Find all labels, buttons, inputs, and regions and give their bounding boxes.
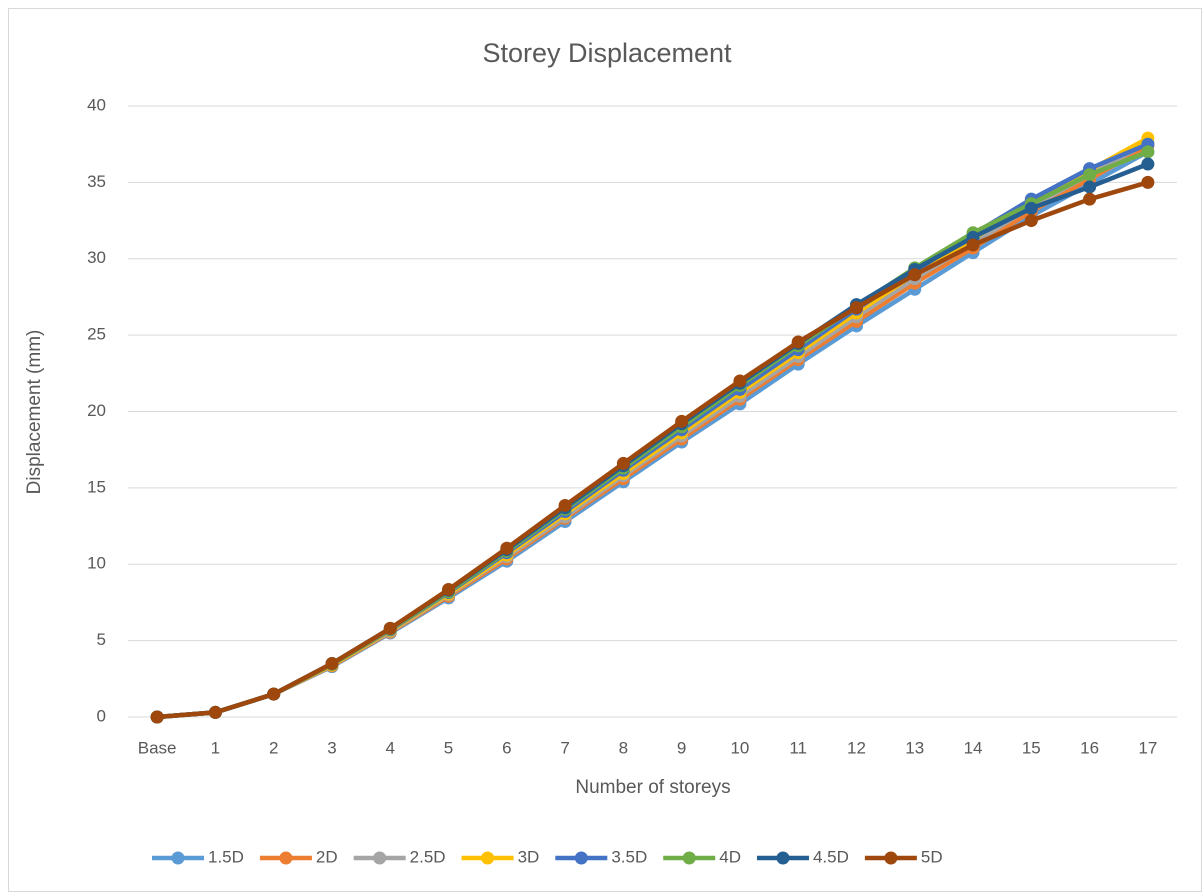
data-point — [1024, 201, 1038, 215]
data-point — [675, 414, 689, 428]
y-tick-label: 30 — [87, 248, 106, 267]
y-tick-label: 15 — [87, 477, 106, 496]
data-point — [267, 687, 281, 701]
legend-item: 4D — [663, 847, 741, 866]
data-point — [1141, 157, 1155, 171]
y-axis-label: Displacement (mm) — [24, 330, 45, 495]
y-tick-label: 5 — [97, 630, 106, 649]
legend-label: 3D — [518, 847, 540, 866]
x-tick-label: 10 — [730, 738, 749, 757]
x-tick-label: 12 — [847, 738, 866, 757]
legend-marker — [884, 851, 898, 865]
x-tick-label: 8 — [619, 738, 628, 757]
legend-item: 2.5D — [353, 847, 446, 866]
y-tick-label: 0 — [97, 706, 106, 725]
y-tick-label: 20 — [87, 401, 106, 420]
data-point — [1083, 192, 1097, 206]
legend-item: 5D — [864, 847, 943, 866]
data-point — [733, 374, 747, 388]
data-point — [500, 541, 514, 555]
x-tick-label: 16 — [1080, 738, 1099, 757]
data-point — [383, 621, 397, 635]
legend-marker — [481, 851, 495, 865]
legend-marker — [171, 851, 185, 865]
legend-label: 2D — [316, 847, 338, 866]
y-tick-label: 10 — [87, 554, 106, 573]
y-tick-label: 40 — [87, 95, 106, 114]
x-tick-label: Base — [138, 738, 177, 757]
legend-label: 5D — [921, 847, 943, 866]
data-point — [208, 705, 222, 719]
legend-marker — [279, 851, 293, 865]
x-tick-label: 1 — [211, 738, 220, 757]
data-point — [325, 657, 339, 671]
legend-label: 4.5D — [813, 847, 849, 866]
legend-marker — [682, 851, 696, 865]
legend-item: 4.5D — [756, 847, 849, 866]
chart-title: Storey Displacement — [482, 38, 732, 68]
series-line — [156, 180, 1149, 720]
legend-label: 2.5D — [410, 847, 446, 866]
legend-marker — [373, 851, 387, 865]
x-tick-label: 3 — [327, 738, 336, 757]
y-tick-label: 35 — [87, 172, 106, 191]
y-tick-label: 25 — [87, 325, 106, 344]
data-point — [1083, 168, 1097, 182]
data-point — [442, 582, 456, 596]
x-tick-label: 13 — [905, 738, 924, 757]
data-point — [1141, 175, 1155, 189]
x-tick-label: 9 — [677, 738, 686, 757]
x-axis-label: Number of storeys — [575, 777, 730, 798]
x-tick-label: 7 — [560, 738, 569, 757]
legend-marker — [776, 851, 790, 865]
data-point — [908, 268, 922, 282]
legend-label: 1.5D — [208, 847, 244, 866]
data-point — [791, 335, 805, 349]
legend-item: 3.5D — [555, 847, 647, 866]
data-point — [150, 710, 164, 724]
data-point — [1141, 145, 1155, 159]
legend-label: 4D — [719, 847, 741, 866]
data-point — [1083, 180, 1097, 194]
x-tick-label: 15 — [1022, 738, 1041, 757]
series — [150, 175, 1155, 724]
x-tick-label: 2 — [269, 738, 278, 757]
legend-item: 2D — [259, 847, 338, 866]
legend-marker — [574, 851, 588, 865]
legend-item: 1.5D — [152, 847, 244, 866]
x-tick-label: 14 — [964, 738, 983, 757]
data-point — [849, 301, 863, 315]
legend-label: 3.5D — [611, 847, 647, 866]
data-point — [616, 456, 630, 470]
data-point — [1024, 214, 1038, 228]
x-tick-label: 4 — [386, 738, 395, 757]
chart-border — [8, 8, 1202, 892]
x-tick-label: 6 — [502, 738, 511, 757]
legend-item: 3D — [461, 847, 540, 866]
x-tick-label: 5 — [444, 738, 453, 757]
data-point — [558, 498, 572, 512]
x-tick-label: 17 — [1138, 738, 1157, 757]
x-tick-label: 11 — [789, 738, 807, 757]
data-point — [966, 238, 980, 252]
